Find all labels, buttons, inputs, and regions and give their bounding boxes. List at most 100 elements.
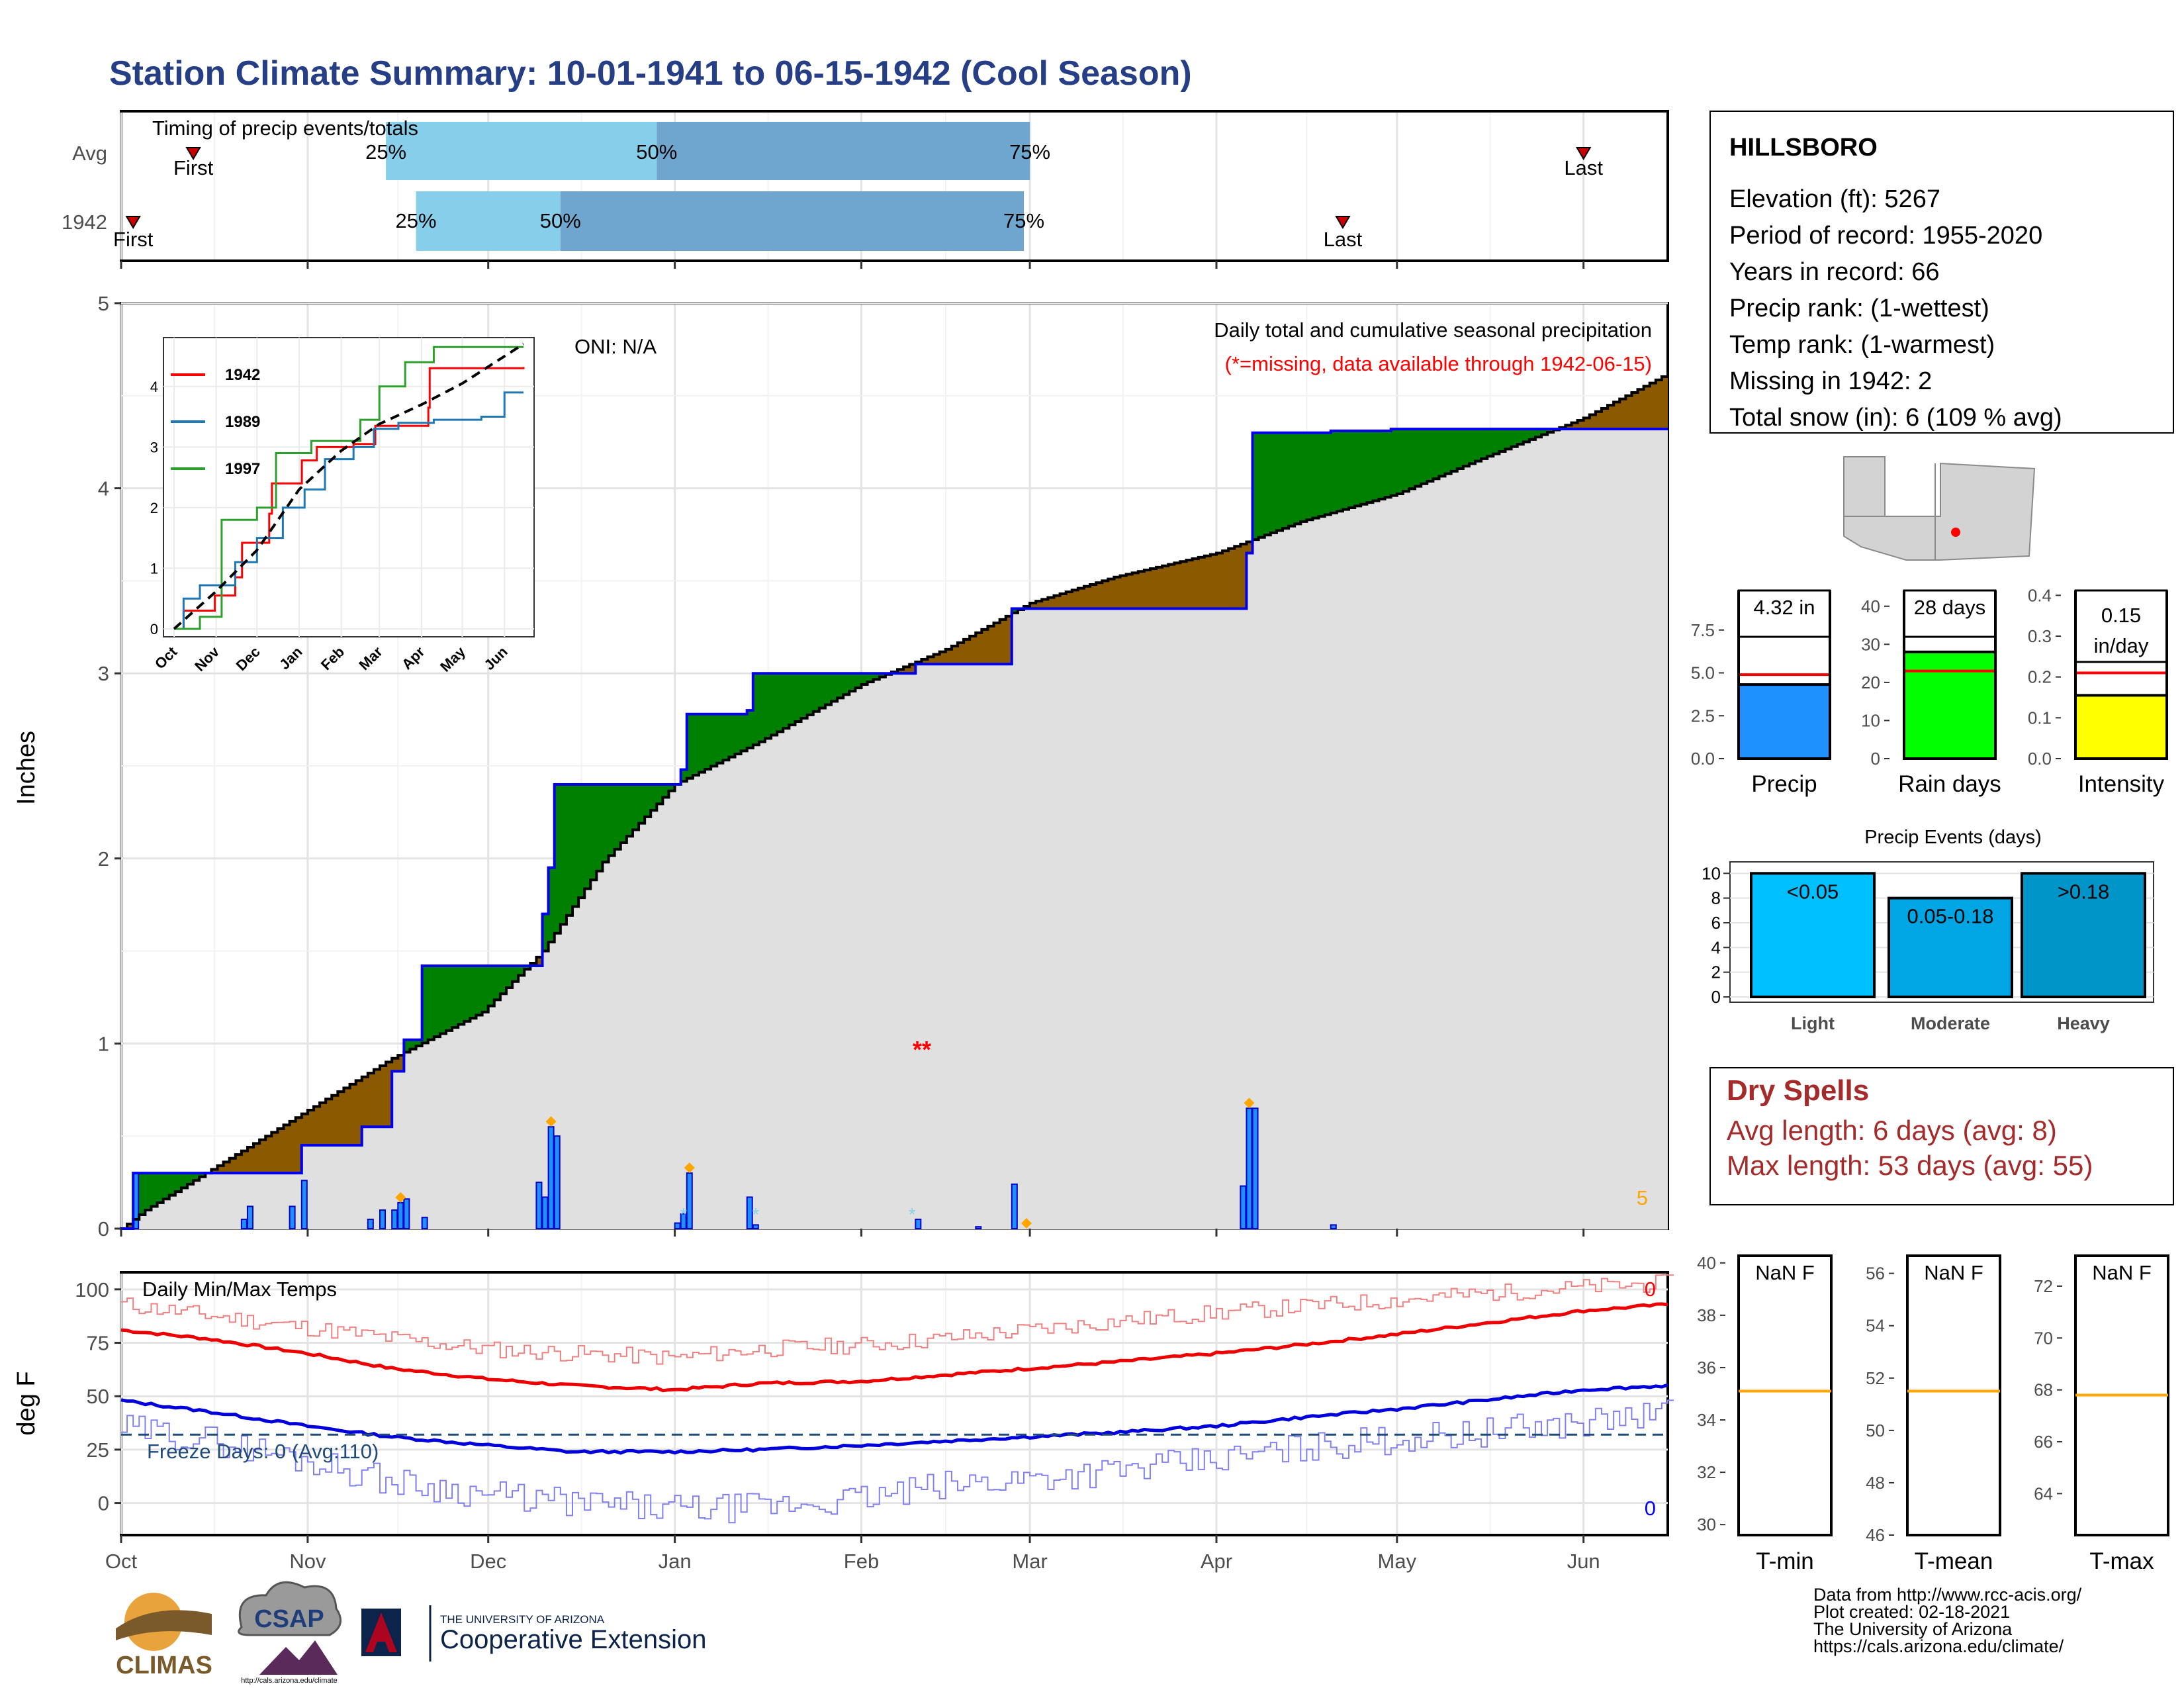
season-bar-label-1: 28 days [1914,596,1986,619]
season-bar-ytick-label-2-4: 0.4 [2028,585,2052,605]
climas-text: CLIMAS [116,1652,212,1679]
temp-box-ytick-label-2-3: 70 [2034,1328,2053,1348]
timing-label-p50-0: 50% [636,140,677,164]
daily-precip-bar-8 [397,1201,404,1229]
inset-legend-label-1989: 1989 [225,413,260,431]
season-bar-ytick-label-0-2: 5.0 [1691,663,1715,683]
daily-precip-bar-16 [680,1213,687,1229]
temp-y-tick-label-4: 100 [75,1278,109,1301]
temp-y-tick-label-1: 25 [87,1438,109,1462]
events-ytick-label-1: 2 [1711,962,1721,982]
season-bar-ytick-label-2-2: 0.2 [2028,667,2052,687]
temp-y-tick-label-3: 75 [87,1332,109,1355]
temp-box-ytick-label-0-1: 32 [1697,1462,1716,1482]
temp-box-ytick-label-1-3: 52 [1866,1368,1885,1388]
timing-marker-last-1 [1335,216,1351,229]
daily-precip-bar-17 [686,1172,693,1229]
map-borders [1844,463,1936,560]
station-line-2: Years in record: 66 [1729,258,1940,286]
footer-credits: Data from http://www.rcc-acis.org/Plot c… [1813,1585,2082,1656]
daily-precip-bar-19 [752,1224,759,1229]
x-axis-label-dec: Dec [470,1550,506,1573]
temp-box-value-1: NaN F [1924,1261,1983,1284]
csap-logo: CSAP http://cals.arizona.edu/climate [238,1581,342,1685]
temp-box-value-2: NaN F [2092,1261,2152,1284]
station-box: HILLSBORO Elevation (ft): 5267 Period of … [1709,111,2174,434]
x-axis-label-jan: Jan [659,1550,692,1573]
temp-y-tick-label-0: 0 [98,1492,109,1515]
missing-marker: ** [913,1036,931,1063]
season-bar-ytick-label-2-1: 0.1 [2028,708,2052,727]
footer-line-1: Plot created: 02-18-2021 [1813,1602,2010,1622]
inset-legend: 1942 1989 1997 [171,366,260,478]
map-states [1843,456,2036,561]
daily-precip-bar-2 [246,1205,253,1229]
dry-spells-avg: Avg length: 6 days (avg: 8) [1727,1115,2057,1146]
daily-precip-bar-26 [1330,1224,1337,1229]
record-max-line [121,1274,1674,1365]
season-bar-ytick-label-0-3: 7.5 [1691,620,1715,640]
season-bar-intensity: 0.15 in/day 0.0 0.1 0.2 0.3 0.4 Intensity [2028,585,2168,797]
temp-lines [120,1274,1674,1524]
inset-lines [173,343,525,630]
timing-marker-last-0 [1575,147,1592,160]
cumulative-lines [121,373,1669,1230]
station-line-1: Period of record: 1955-2020 [1729,222,2042,250]
actual-cumulative-line [121,428,1668,1230]
y-tick-label-2: 2 [98,847,109,870]
season-bar-label-box-2 [2074,589,2168,663]
temp-box-ytick-label-1-2: 50 [1866,1421,1885,1440]
events-bar-label-moderate: 0.05-0.18 [1907,905,1994,928]
snow-marker-1 [545,1116,557,1127]
daily-precip-bars [132,1107,1337,1230]
page-title: Station Climate Summary: 10-01-1941 to 0… [109,54,1192,93]
ua-logo: THE UNIVERSITY OF ARIZONA Cooperative Ex… [361,1605,706,1662]
csap-cloud-icon [238,1581,342,1636]
temp-box-name-2: T-max [2089,1548,2154,1574]
cumulative-base-area [121,429,1668,1229]
timing-label-p25-0: 25% [365,140,406,164]
ua-line2: Cooperative Extension [440,1625,706,1654]
season-bar-name-0: Precip [1751,771,1817,797]
temp-box-ytick-label-0-3: 36 [1697,1358,1716,1378]
temp-box-ytick-label-0-5: 40 [1697,1253,1716,1273]
station-line-6: Total snow (in): 6 (109 % avg) [1729,404,2062,432]
x-axis-label-apr: Apr [1201,1550,1232,1573]
climas-logo: CLIMAS [116,1593,212,1679]
events-ytick-label-4: 8 [1711,888,1721,908]
season-bar-charts: 4.32 in 0.0 2.5 5.0 7.5 Precip 28 days 0 10 20 30 4… [1691,585,2168,797]
temp-box-ytick-label-2-4: 72 [2034,1276,2053,1296]
daily-precip-bar-3 [289,1205,296,1229]
events-ytick-label-2: 4 [1711,937,1721,957]
oni-label: ONI: N/A [574,335,657,358]
temp-box-ytick-label-0-0: 30 [1697,1515,1716,1534]
timing-marker-first-0 [185,147,201,160]
season-bar-precip: 4.32 in 0.0 2.5 5.0 7.5 Precip [1691,589,1831,797]
freeze-text: Freeze Days: 0 (Avg:110) [147,1440,379,1463]
daily-precip-bar-4 [300,1180,308,1229]
temp-box-name-1: T-mean [1915,1548,1993,1574]
daily-precip-bar-20 [915,1219,922,1230]
timing-title: Timing of precip events/totals [152,117,418,140]
timing-row-1942-label: 1942 [62,211,107,234]
x-axis-label-feb: Feb [844,1550,879,1573]
cumulative-fills [121,373,1668,1229]
station-frame [1709,111,2174,434]
season-bar-rain-days: 28 days 0 10 20 30 40 Rain days [1861,589,2001,797]
x-axis-label-may: May [1378,1550,1417,1573]
daily-precip-bar-7 [391,1209,398,1230]
events-category-light: Light [1791,1013,1835,1033]
season-bar-ytick-label-0-1: 2.5 [1691,706,1715,726]
temp-box-charts: NaN F 30 32 34 36 38 40 T-min NaN F 46 48 50 52 54 56 T… [1697,1253,2169,1574]
inset-y-tick-3: 3 [150,439,158,455]
timing-label-first-0: First [173,156,214,179]
temp-box-ytick-label-1-4: 54 [1866,1316,1885,1336]
inset-y-tick-4: 4 [150,379,158,395]
season-bar-fill-2 [2074,694,2168,760]
inset-y-tick-1: 1 [150,560,158,577]
events-bar-moderate [1888,896,2013,998]
temp-box-ytick-label-2-1: 66 [2034,1432,2053,1452]
season-bar-ytick-label-1-2: 20 [1861,673,1880,692]
snow-markers: * * * [395,1098,1255,1229]
